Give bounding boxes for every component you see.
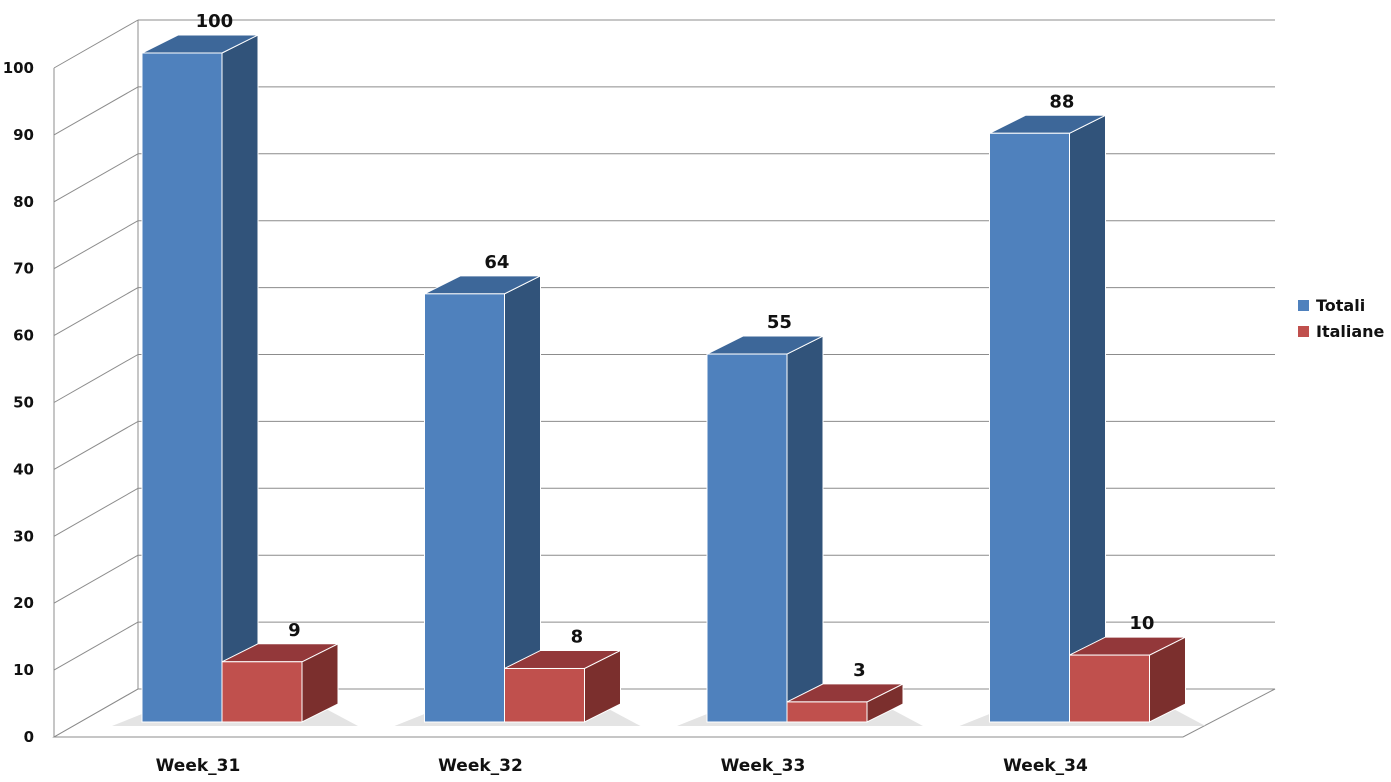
data-label: 88	[1049, 91, 1074, 112]
floor	[52, 688, 1276, 738]
bar	[1069, 654, 1150, 723]
gridline-diagonal	[53, 153, 139, 203]
data-label: 9	[288, 620, 301, 641]
gridline-diagonal	[53, 287, 139, 337]
legend-item-totali: Totali	[1297, 292, 1384, 318]
data-label: 3	[853, 660, 866, 681]
gridline-diagonal	[53, 420, 139, 470]
y-tick-label: 0	[24, 728, 34, 746]
legend-item-italiane: Italiane	[1297, 318, 1384, 344]
x-tick-label: Week_32	[438, 756, 523, 776]
bar-side	[786, 335, 824, 723]
gridline-diagonal	[53, 354, 139, 403]
y-tick-label: 90	[13, 126, 34, 144]
y-tick-label: 100	[3, 59, 34, 77]
gridline-diagonal	[53, 19, 139, 69]
axes	[52, 20, 1276, 738]
legend-label-totali: Totali	[1316, 295, 1366, 315]
legend: Totali Italiane	[1297, 292, 1384, 344]
bar	[786, 701, 868, 723]
y-tick-label: 10	[13, 661, 34, 679]
x-tick-label: Week_33	[721, 756, 806, 776]
data-label: 100	[196, 11, 234, 32]
x-tick-label: Week_31	[156, 756, 241, 776]
bar	[504, 667, 585, 723]
y-tick-label: 20	[13, 594, 34, 612]
y-tick-label: 70	[13, 260, 34, 278]
bar-side	[221, 34, 259, 723]
data-label: 8	[571, 626, 584, 647]
legend-swatch-totali	[1297, 298, 1310, 312]
data-label: 10	[1129, 613, 1154, 634]
bars	[112, 34, 1206, 726]
x-tick-label: Week_34	[1003, 756, 1088, 776]
data-label: 55	[767, 312, 792, 333]
y-tick-label: 80	[13, 193, 34, 211]
bar	[424, 293, 505, 723]
bar	[989, 132, 1070, 723]
y-tick-label: 30	[13, 527, 34, 545]
gridline-diagonal	[53, 86, 139, 136]
y-tick-label: 60	[13, 327, 34, 345]
data-label: 64	[484, 252, 509, 273]
y-tick-label: 40	[13, 460, 34, 478]
gridline-diagonal	[53, 487, 139, 537]
bar	[706, 353, 788, 723]
y-tick-label: 50	[13, 394, 34, 412]
gridline-diagonal	[53, 220, 139, 270]
bar-side	[1069, 114, 1106, 723]
legend-swatch-italiane	[1297, 324, 1310, 338]
legend-label-italiane: Italiane	[1316, 321, 1385, 341]
gridline-diagonal	[53, 554, 139, 604]
labels: 0 10 20 30 40 50 60 70 80 90 100 100 9 Week_31 64 8 Week…	[3, 11, 1155, 776]
gridline-diagonal	[53, 621, 139, 671]
bar	[141, 52, 223, 723]
bar	[221, 661, 303, 723]
